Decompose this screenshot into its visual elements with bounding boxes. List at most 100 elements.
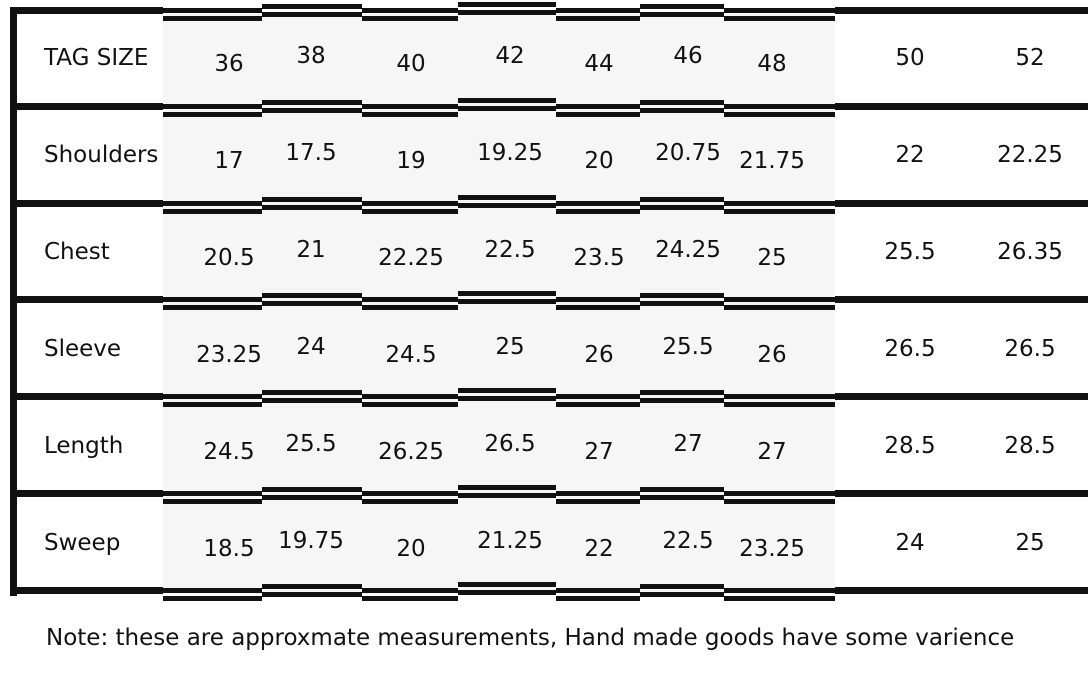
- cell-value: 20: [396, 536, 426, 562]
- row-border: [556, 104, 640, 109]
- cell-value: 36: [214, 51, 244, 77]
- cell-value: 24.25: [655, 237, 721, 263]
- row-border: [835, 587, 1088, 594]
- row-border: [262, 100, 362, 105]
- row-label: Sleeve: [44, 336, 122, 362]
- row-border: [724, 112, 835, 117]
- row-label: Chest: [44, 239, 110, 265]
- row-border: [362, 104, 458, 109]
- row-border: [262, 398, 362, 403]
- row-border: [163, 402, 262, 407]
- row-border: [640, 495, 724, 500]
- cell-value: 26.25: [378, 439, 444, 465]
- cell-value: 22.25: [997, 142, 1063, 168]
- row-border: [556, 394, 640, 399]
- row-border: [163, 491, 262, 496]
- cell-value: 44: [584, 51, 614, 77]
- row-border: [458, 493, 556, 498]
- row-border: [724, 491, 835, 496]
- cell-value: 23.5: [573, 245, 625, 271]
- row-border: [262, 293, 362, 298]
- cell-value: 22: [895, 142, 925, 168]
- row-border: [724, 402, 835, 407]
- cell-value: 23.25: [739, 536, 805, 562]
- row-border: [640, 108, 724, 113]
- cell-value: 18.5: [203, 536, 255, 562]
- row-border: [458, 98, 556, 103]
- cell-value: 17: [214, 148, 244, 174]
- row-border: [262, 205, 362, 210]
- row-border: [640, 197, 724, 202]
- row-border: [556, 209, 640, 214]
- row-border: [640, 100, 724, 105]
- row-border: [724, 16, 835, 21]
- cell-value: 26.5: [1004, 336, 1056, 362]
- row-border: [362, 394, 458, 399]
- cell-value: 26.5: [884, 336, 936, 362]
- row-border: [724, 499, 835, 504]
- row-border: [163, 297, 262, 302]
- cell-value: 19.25: [477, 140, 543, 166]
- row-border: [556, 588, 640, 593]
- row-border: [362, 112, 458, 117]
- row-border: [724, 104, 835, 109]
- row-border: [458, 388, 556, 393]
- cell-value: 22.25: [378, 245, 444, 271]
- cell-value: 48: [757, 51, 787, 77]
- cell-value: 19.75: [278, 528, 344, 554]
- row-border: [262, 584, 362, 589]
- row-border: [163, 209, 262, 214]
- row-label: Shoulders: [44, 142, 159, 168]
- cell-value: 25: [1015, 530, 1045, 556]
- row-border: [640, 592, 724, 597]
- row-border: [458, 195, 556, 200]
- row-border: [458, 396, 556, 401]
- row-border: [362, 209, 458, 214]
- row-border: [458, 203, 556, 208]
- cell-value: 27: [757, 439, 787, 465]
- row-border: [724, 201, 835, 206]
- row-border: [458, 299, 556, 304]
- row-border: [163, 305, 262, 310]
- row-border: [556, 402, 640, 407]
- row-border: [362, 8, 458, 13]
- cell-value: 17.5: [285, 140, 337, 166]
- row-border: [640, 398, 724, 403]
- cell-value: 20: [584, 148, 614, 174]
- row-border: [640, 487, 724, 492]
- row-border: [163, 201, 262, 206]
- row-border: [556, 201, 640, 206]
- cell-value: 26: [584, 342, 614, 368]
- row-border: [724, 8, 835, 13]
- note: Note: these are approxmate measurements,…: [46, 625, 1015, 651]
- row-border: [362, 297, 458, 302]
- cell-value: 22.5: [484, 237, 536, 263]
- row-border: [835, 200, 1088, 207]
- row-border: [362, 588, 458, 593]
- row-border: [362, 596, 458, 601]
- row-border: [724, 305, 835, 310]
- cell-value: 25: [495, 334, 525, 360]
- row-border: [556, 596, 640, 601]
- row-border: [362, 305, 458, 310]
- cell-value: 27: [673, 431, 703, 457]
- row-border: [262, 4, 362, 9]
- row-border: [163, 104, 262, 109]
- cell-value: 25: [757, 245, 787, 271]
- cell-value: 26.5: [484, 431, 536, 457]
- cell-value: 26: [757, 342, 787, 368]
- row-border: [362, 16, 458, 21]
- row-border: [640, 390, 724, 395]
- row-border: [10, 393, 163, 400]
- row-border: [724, 297, 835, 302]
- row-border: [163, 16, 262, 21]
- cell-value: 25.5: [285, 431, 337, 457]
- row-border: [163, 394, 262, 399]
- cell-value: 22.5: [662, 528, 714, 554]
- row-border: [458, 590, 556, 595]
- row-border: [262, 592, 362, 597]
- row-border: [835, 490, 1088, 497]
- cell-value: 38: [296, 43, 326, 69]
- row-border: [262, 197, 362, 202]
- cell-value: 25.5: [884, 239, 936, 265]
